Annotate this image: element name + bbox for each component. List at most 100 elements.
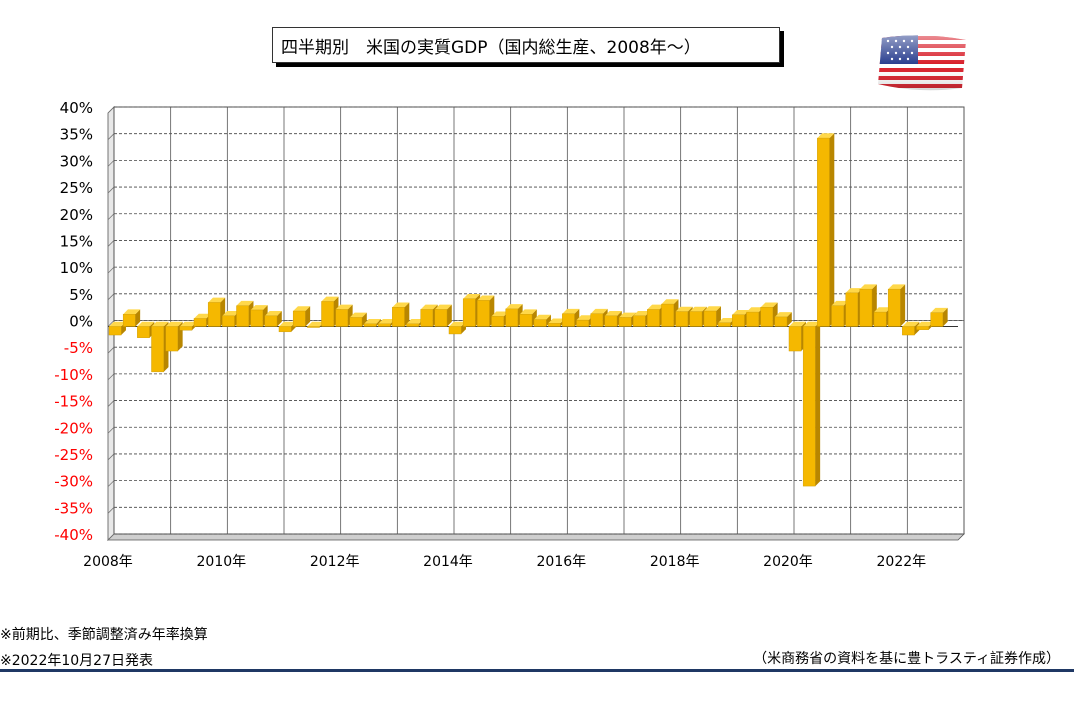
bar-top: [703, 306, 721, 312]
bar-side: [305, 306, 311, 327]
x-tick-label: 2018年: [650, 554, 700, 570]
bar-top: [760, 302, 778, 308]
bar-front: [916, 326, 929, 330]
bar-side: [787, 312, 792, 327]
bar-front: [930, 312, 944, 327]
y-tick-label: 15%: [60, 232, 93, 250]
y-gridline-edge: [107, 266, 115, 274]
bar-front: [236, 305, 249, 327]
bar-top: [505, 304, 523, 309]
bar-front: [760, 307, 774, 327]
bar-top: [335, 304, 353, 310]
bar-top: [307, 321, 325, 327]
bar-front: [335, 309, 349, 327]
note-release-date: ※2022年10月27日発表: [0, 653, 153, 669]
bar-top: [278, 321, 296, 327]
bar-front: [392, 307, 405, 327]
bar-side: [135, 309, 141, 327]
y-gridline-edge: [107, 133, 115, 140]
y-gridline-edge: [107, 480, 115, 487]
y-gridline-edge: [107, 293, 115, 301]
bar-top: [137, 321, 155, 327]
bar-top: [123, 309, 141, 315]
note-calculation: ※前期比、季節調整済み年率換算: [0, 627, 208, 643]
bar-front: [250, 309, 264, 327]
bar-front: [519, 314, 533, 327]
bar-front: [165, 326, 179, 352]
bar-top: [661, 299, 679, 305]
bar-top: [448, 321, 466, 327]
bar-side: [829, 133, 835, 327]
bar-top: [392, 302, 410, 308]
y-tick-label: 0%: [69, 313, 93, 331]
bar-front: [193, 318, 207, 327]
y-gridline-edge: [107, 320, 115, 327]
y-tick-label: 10%: [60, 259, 93, 277]
bar-top: [916, 321, 934, 327]
bar-top: [165, 321, 183, 327]
x-tick-label: 2020年: [763, 554, 813, 570]
bar-front: [533, 319, 547, 327]
bar-front: [547, 323, 561, 327]
bar-front: [632, 315, 646, 327]
bar-top: [406, 319, 424, 324]
bar-top: [264, 311, 282, 316]
bar-2022Q3: [930, 307, 948, 327]
bar-front: [207, 302, 221, 327]
bar-front: [448, 326, 462, 335]
bar-top: [193, 313, 211, 319]
bar-top: [888, 284, 906, 290]
bar-front: [363, 323, 377, 327]
bar-front: [222, 315, 235, 327]
bar-top: [179, 321, 197, 327]
bar-front: [137, 326, 150, 338]
bar-front: [179, 326, 193, 331]
bar-front: [887, 288, 901, 327]
bar-top: [732, 309, 750, 315]
y-tick-label: 5%: [69, 286, 93, 304]
bar-2008Q2: [122, 309, 141, 327]
bar-front: [462, 298, 476, 327]
bar-2008Q1: [108, 321, 126, 336]
bar-front: [831, 305, 844, 327]
bar-top: [902, 321, 920, 327]
plot-floor: [107, 533, 965, 541]
bar-2016Q1: [562, 308, 580, 327]
y-gridline-edge: [107, 533, 115, 541]
y-tick-label: -15%: [54, 393, 93, 411]
bar-front: [675, 311, 689, 327]
bar-front: [774, 316, 788, 327]
bar-top: [548, 318, 566, 324]
bar-front: [321, 301, 334, 327]
bar-2013Q4: [434, 304, 452, 327]
bar-2010Q4: [264, 311, 282, 327]
bar-side: [942, 307, 948, 327]
bar-top: [562, 308, 580, 314]
bar-side: [447, 304, 452, 327]
y-tick-label: 25%: [60, 179, 93, 197]
bar-front: [576, 319, 589, 327]
bar-front: [377, 323, 391, 327]
bar-top: [873, 307, 891, 313]
bar-top: [434, 304, 452, 310]
bar-series: [108, 133, 948, 487]
bar-front: [845, 292, 859, 327]
bar-front: [873, 311, 887, 327]
bar-top: [378, 319, 396, 324]
y-tick-label: 40%: [60, 99, 93, 117]
bar-side: [277, 311, 282, 327]
bar-2019Q3: [760, 302, 778, 327]
bar-top: [633, 311, 651, 316]
bar-front: [859, 288, 873, 327]
bar-top: [647, 304, 665, 310]
bar-2009Q1: [165, 321, 183, 352]
bar-2017Q3: [647, 304, 665, 327]
bar-front: [406, 323, 419, 327]
y-gridline-edge: [107, 373, 115, 381]
bar-2015Q3: [533, 314, 551, 327]
bar-top: [349, 312, 367, 318]
y-gridline-edge: [107, 160, 115, 167]
bar-top: [491, 311, 509, 317]
y-tick-label: 30%: [60, 152, 93, 170]
y-tick-label: -20%: [54, 419, 93, 437]
